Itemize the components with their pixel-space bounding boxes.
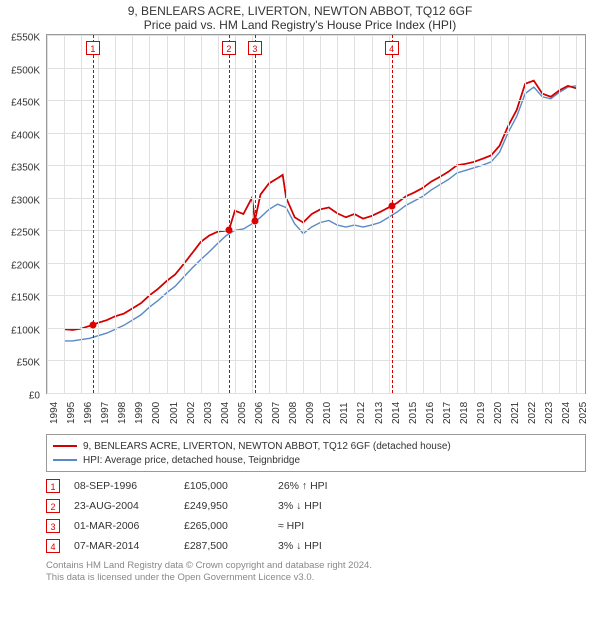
legend-label: HPI: Average price, detached house, Teig… bbox=[83, 455, 300, 466]
sale-row: 4 07-MAR-2014 £287,500 3% ↓ HPI bbox=[46, 536, 586, 556]
sales-table: 1 08-SEP-1996 £105,000 26% ↑ HPI 2 23-AUG-200… bbox=[46, 476, 586, 556]
sale-date: 08-SEP-1996 bbox=[74, 480, 170, 492]
x-tick-label: 2013 bbox=[374, 402, 385, 424]
sale-marker-box: 3 bbox=[248, 41, 262, 55]
x-tick-label: 2004 bbox=[220, 402, 231, 424]
sale-number-box: 2 bbox=[46, 499, 60, 513]
sale-marker-line bbox=[255, 35, 256, 393]
x-tick-label: 2022 bbox=[527, 402, 538, 424]
x-tick-label: 2021 bbox=[510, 402, 521, 424]
sale-marker-dot bbox=[388, 202, 395, 209]
sale-row: 2 23-AUG-2004 £249,950 3% ↓ HPI bbox=[46, 496, 586, 516]
chart-container: 9, BENLEARS ACRE, LIVERTON, NEWTON ABBOT… bbox=[0, 0, 600, 620]
x-tick-label: 2002 bbox=[186, 402, 197, 424]
sale-price: £249,950 bbox=[184, 500, 264, 512]
sale-number-box: 1 bbox=[46, 479, 60, 493]
plot-area: 1 23 4 bbox=[46, 34, 586, 394]
legend-item: HPI: Average price, detached house, Teig… bbox=[53, 453, 579, 467]
x-tick-label: 1997 bbox=[100, 402, 111, 424]
y-tick-label: £50K bbox=[17, 358, 40, 369]
y-tick-label: £450K bbox=[11, 98, 40, 109]
chart-title: 9, BENLEARS ACRE, LIVERTON, NEWTON ABBOT… bbox=[0, 0, 600, 18]
y-tick-label: £0 bbox=[29, 391, 40, 402]
y-tick-label: £300K bbox=[11, 195, 40, 206]
sale-marker-line bbox=[93, 35, 94, 393]
sale-number-box: 4 bbox=[46, 539, 60, 553]
x-tick-label: 2023 bbox=[544, 402, 555, 424]
chart-svg bbox=[47, 35, 585, 393]
legend-label: 9, BENLEARS ACRE, LIVERTON, NEWTON ABBOT… bbox=[83, 441, 451, 452]
x-tick-label: 2015 bbox=[408, 402, 419, 424]
x-tick-label: 2001 bbox=[169, 402, 180, 424]
footer-line-1: Contains HM Land Registry data © Crown c… bbox=[46, 560, 586, 572]
y-axis-labels: £0£50K£100K£150K£200K£250K£300K£350K£400… bbox=[0, 38, 44, 398]
x-tick-label: 2024 bbox=[561, 402, 572, 424]
sale-number-box: 3 bbox=[46, 519, 60, 533]
sale-marker-line bbox=[392, 35, 393, 393]
sale-price: £265,000 bbox=[184, 520, 264, 532]
legend-swatch bbox=[53, 445, 77, 447]
y-tick-label: £500K bbox=[11, 65, 40, 76]
sale-marker-box: 1 bbox=[86, 41, 100, 55]
y-tick-label: £350K bbox=[11, 163, 40, 174]
x-tick-label: 2011 bbox=[339, 402, 350, 424]
sale-date: 23-AUG-2004 bbox=[74, 500, 170, 512]
x-tick-label: 2014 bbox=[391, 402, 402, 424]
x-tick-label: 2008 bbox=[288, 402, 299, 424]
sale-price: £287,500 bbox=[184, 540, 264, 552]
x-tick-label: 2009 bbox=[305, 402, 316, 424]
sale-price: £105,000 bbox=[184, 480, 264, 492]
x-tick-label: 1998 bbox=[117, 402, 128, 424]
x-tick-label: 1994 bbox=[49, 402, 60, 424]
x-tick-label: 2018 bbox=[459, 402, 470, 424]
x-tick-label: 2003 bbox=[203, 402, 214, 424]
sale-marker-box: 4 bbox=[385, 41, 399, 55]
sale-diff: 26% ↑ HPI bbox=[278, 480, 368, 492]
x-tick-label: 2020 bbox=[493, 402, 504, 424]
sale-row: 3 01-MAR-2006 £265,000 ≈ HPI bbox=[46, 516, 586, 536]
x-tick-label: 1996 bbox=[83, 402, 94, 424]
x-tick-label: 1995 bbox=[66, 402, 77, 424]
x-tick-label: 2019 bbox=[476, 402, 487, 424]
x-tick-label: 2010 bbox=[322, 402, 333, 424]
y-tick-label: £250K bbox=[11, 228, 40, 239]
footer-attribution: Contains HM Land Registry data © Crown c… bbox=[46, 560, 586, 584]
sale-row: 1 08-SEP-1996 £105,000 26% ↑ HPI bbox=[46, 476, 586, 496]
sale-diff: 3% ↓ HPI bbox=[278, 540, 368, 552]
x-tick-label: 2007 bbox=[271, 402, 282, 424]
sale-marker-box: 2 bbox=[222, 41, 236, 55]
x-tick-label: 2017 bbox=[442, 402, 453, 424]
x-axis-labels: 1994 1995 1996 1997 1998 1999 2000 2001 2002 2003… bbox=[46, 394, 586, 428]
y-tick-label: £100K bbox=[11, 325, 40, 336]
sale-marker-dot bbox=[89, 321, 96, 328]
x-tick-label: 2005 bbox=[237, 402, 248, 424]
footer-line-2: This data is licensed under the Open Gov… bbox=[46, 572, 586, 584]
sale-marker-dot bbox=[225, 227, 232, 234]
x-tick-label: 2016 bbox=[425, 402, 436, 424]
x-tick-label: 2006 bbox=[254, 402, 265, 424]
sale-diff: ≈ HPI bbox=[278, 520, 368, 532]
y-tick-label: £550K bbox=[11, 33, 40, 44]
sale-marker-dot bbox=[251, 217, 258, 224]
x-tick-label: 2025 bbox=[578, 402, 589, 424]
chart-subtitle: Price paid vs. HM Land Registry's House … bbox=[0, 18, 600, 34]
x-tick-label: 2000 bbox=[151, 402, 162, 424]
sale-date: 07-MAR-2014 bbox=[74, 540, 170, 552]
y-tick-label: £200K bbox=[11, 260, 40, 271]
sale-marker-line bbox=[229, 35, 230, 393]
legend-item: 9, BENLEARS ACRE, LIVERTON, NEWTON ABBOT… bbox=[53, 439, 579, 453]
legend-box: 9, BENLEARS ACRE, LIVERTON, NEWTON ABBOT… bbox=[46, 434, 586, 472]
x-tick-label: 2012 bbox=[356, 402, 367, 424]
y-tick-label: £400K bbox=[11, 130, 40, 141]
y-tick-label: £150K bbox=[11, 293, 40, 304]
sale-diff: 3% ↓ HPI bbox=[278, 500, 368, 512]
sale-date: 01-MAR-2006 bbox=[74, 520, 170, 532]
x-tick-label: 1999 bbox=[134, 402, 145, 424]
legend-swatch bbox=[53, 459, 77, 461]
